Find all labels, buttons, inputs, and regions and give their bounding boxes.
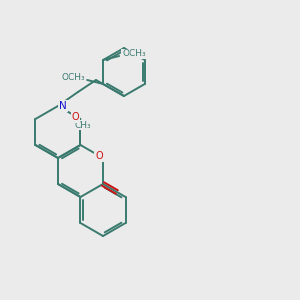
Text: O: O — [72, 112, 79, 122]
Text: O: O — [95, 151, 103, 161]
Text: OCH₃: OCH₃ — [61, 74, 85, 82]
Text: N: N — [59, 101, 67, 111]
Text: CH₃: CH₃ — [74, 121, 91, 130]
Text: OCH₃: OCH₃ — [122, 50, 146, 58]
